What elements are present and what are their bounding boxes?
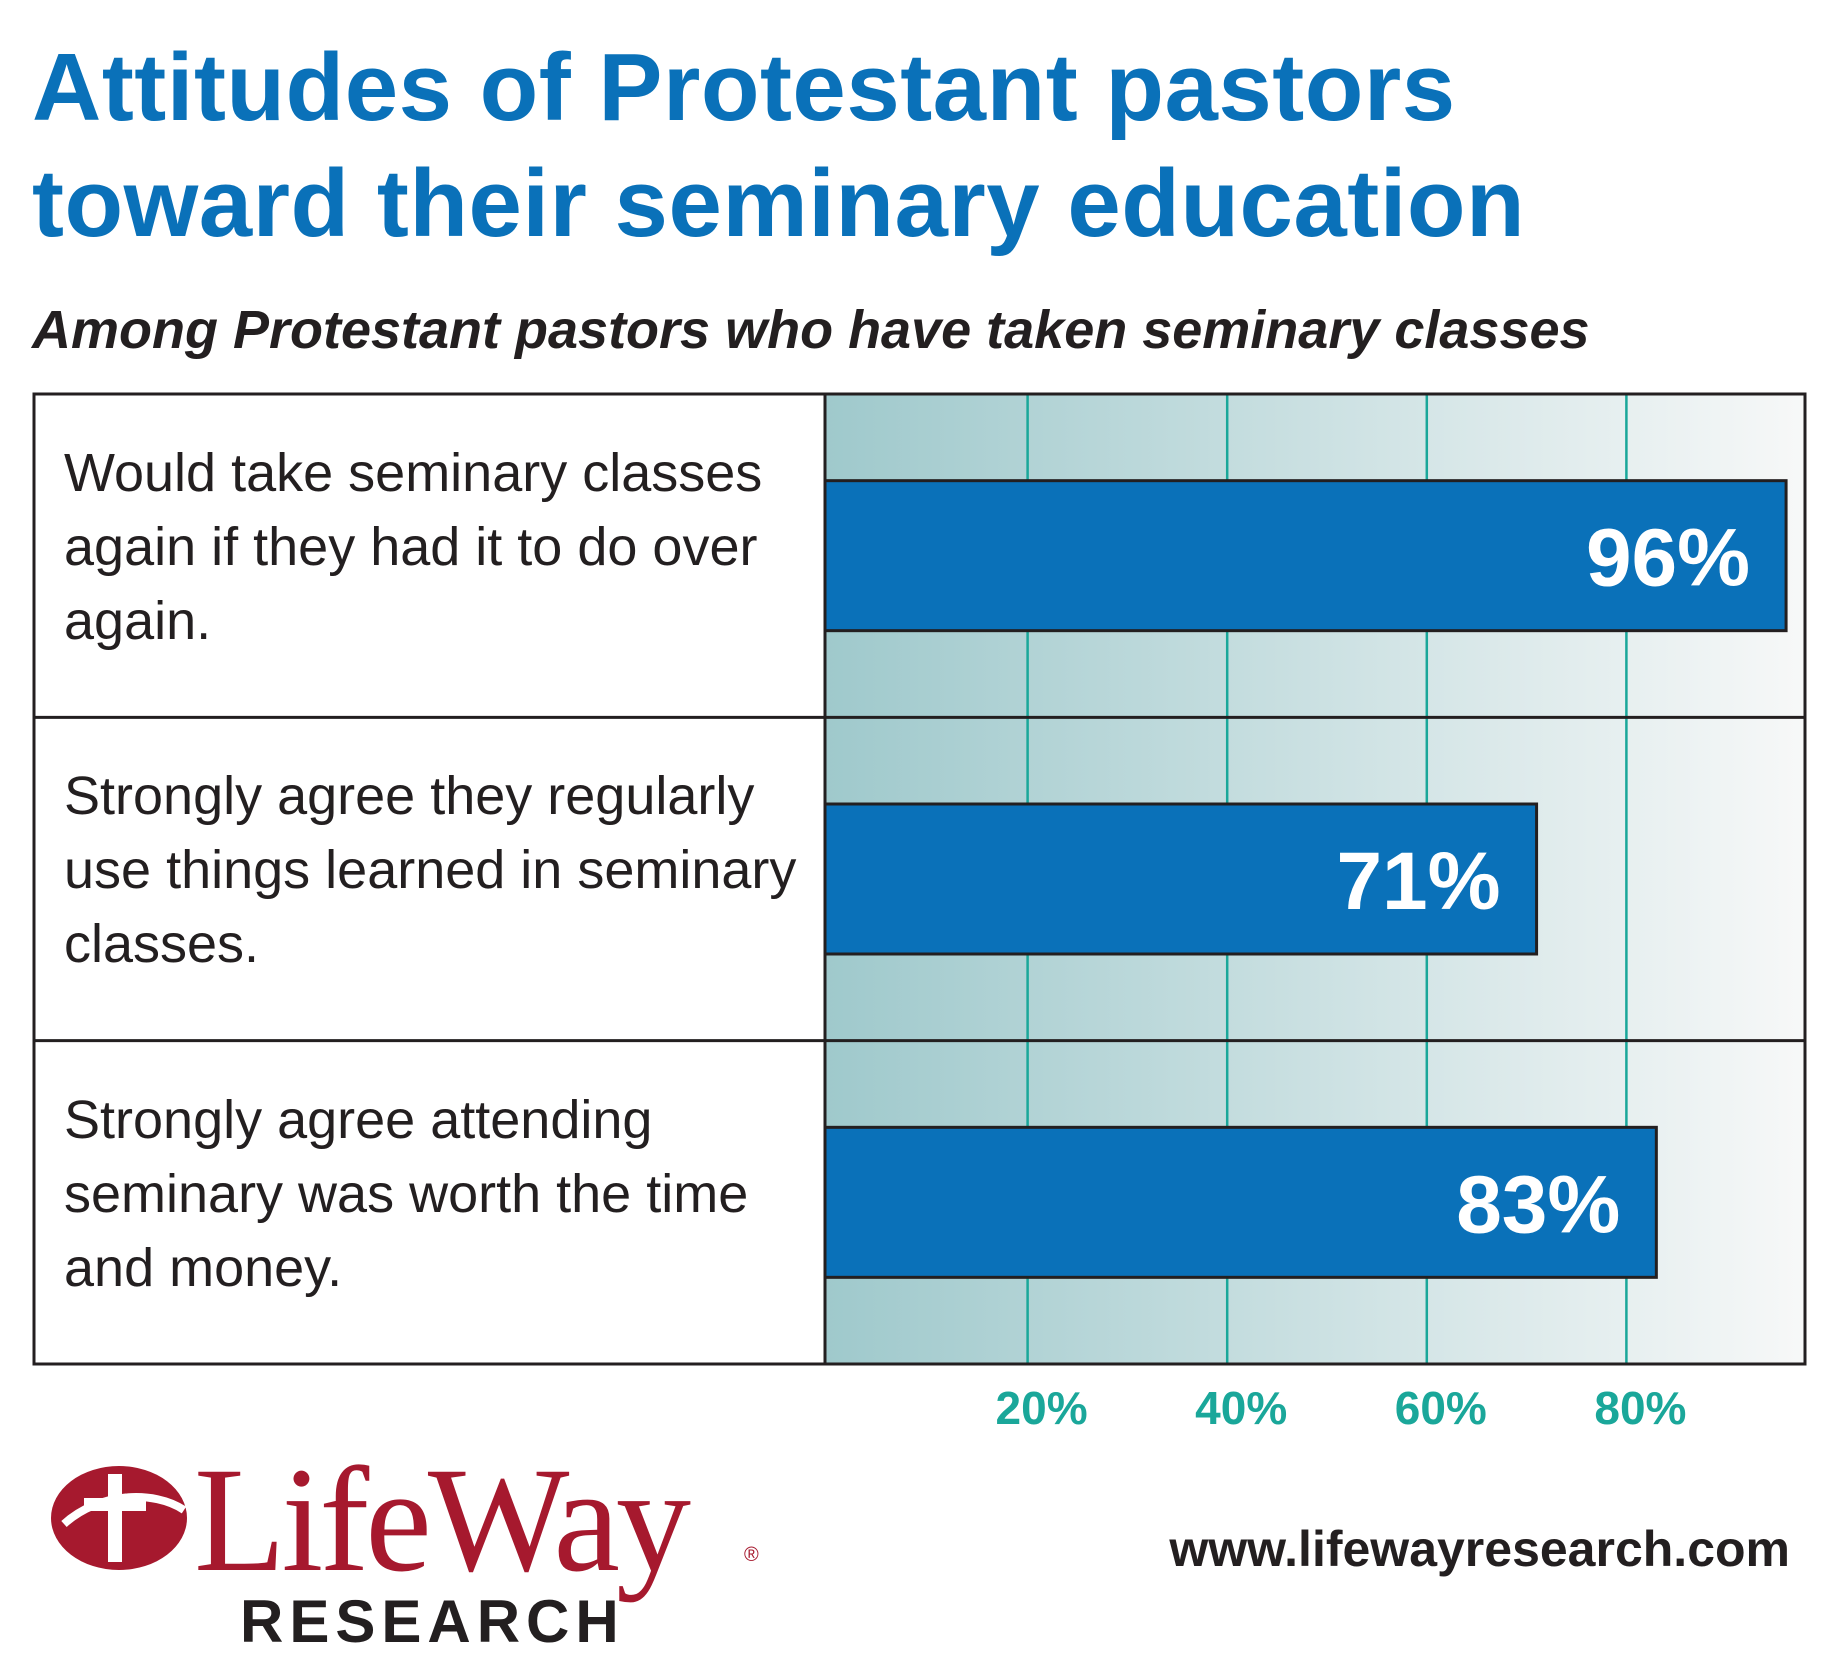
x-tick-label: 20%	[996, 1382, 1088, 1434]
bar-value-label: 96%	[1586, 513, 1750, 604]
cross-emblem-icon	[51, 1466, 187, 1570]
chart-title: Attitudes of Protestant pastors toward t…	[32, 34, 1526, 257]
logo-wordmark: LifeWay	[194, 1437, 691, 1603]
category-label: Strongly agree attending seminary was wo…	[64, 1089, 749, 1298]
bar	[823, 479, 1788, 633]
x-tick-label: 40%	[1195, 1382, 1287, 1434]
table-border	[32, 392, 1807, 1366]
bar-value-label: 83%	[1456, 1159, 1620, 1250]
website-url[interactable]: www.lifewayresearch.com	[1169, 1521, 1790, 1577]
bar-value-label: 71%	[1336, 836, 1500, 927]
chart-subtitle: Among Protestant pastors who have taken …	[32, 300, 1590, 360]
logo-subtitle: RESEARCH	[240, 1588, 625, 1655]
registered-mark: ®	[744, 1544, 759, 1566]
x-tick-label: 80%	[1594, 1382, 1686, 1434]
bar	[823, 1125, 1658, 1279]
lifeway-logo: LifeWay ® RESEARCH	[44, 1437, 764, 1654]
category-label: Strongly agree they regularly use things…	[64, 766, 797, 975]
category-label: Would take seminary classes again if the…	[64, 443, 763, 651]
bars: 96% 71% 83%	[823, 479, 1788, 1279]
bar	[823, 802, 1539, 956]
x-tick-label: 60%	[1395, 1382, 1487, 1434]
x-tick-labels: 20% 40% 60% 80%	[996, 1382, 1687, 1434]
chart-frame	[32, 392, 1807, 1366]
